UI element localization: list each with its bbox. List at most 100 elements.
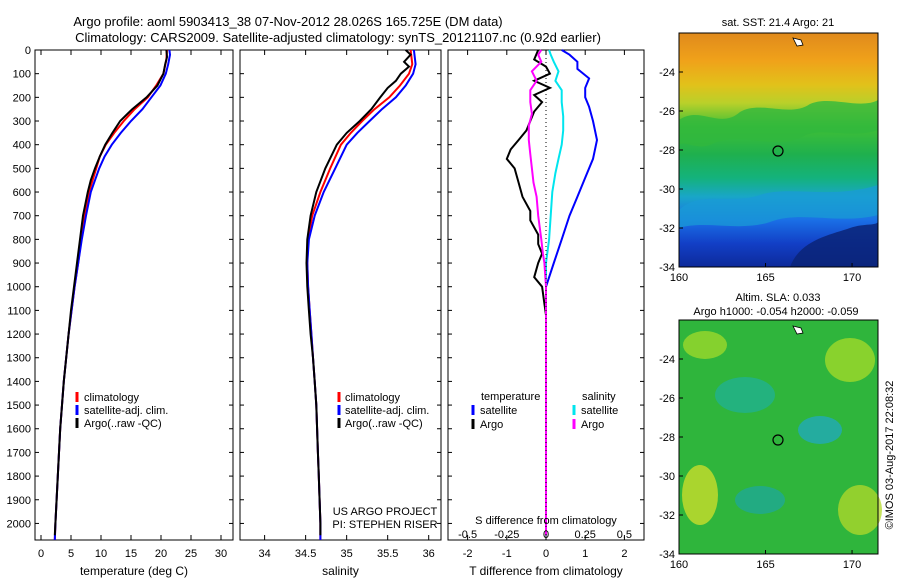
temperature-xtick-label: 0: [38, 548, 44, 560]
sst_map-xtick-label: 160: [670, 272, 688, 284]
salinity-series-0-line: [306, 49, 414, 540]
temperature-xtick-label: 5: [68, 548, 74, 560]
sla_map-ytick-label: -24: [659, 354, 675, 366]
temperature-ytick-label: 1700: [7, 447, 31, 459]
temperature-ytick-label: 800: [13, 234, 31, 246]
temperature-ytick-label: 100: [13, 69, 31, 81]
difference-legend-salinity-title: salinity: [582, 391, 616, 403]
temperature-axes-frame: [34, 49, 234, 541]
sst-map-title: sat. SST: 21.4 Argo: 21: [722, 17, 835, 29]
difference-legend-label: satellite: [480, 405, 517, 417]
difference-series-0-line: [545, 49, 599, 536]
pi-label: PI: STEPHEN RISER: [332, 519, 437, 531]
salinity-xlabel: salinity: [322, 564, 359, 578]
temperature-ytick-label: 1600: [7, 424, 31, 436]
difference-legend-label: Argo: [581, 419, 604, 431]
sst_map-ytick-label: -32: [659, 223, 675, 235]
sst_map-ytick-label: -28: [659, 145, 675, 157]
title-line-2: Climatology: CARS2009. Satellite-adjuste…: [75, 30, 601, 45]
sla-map-subtitle: Argo h1000: -0.054 h2000: -0.059: [693, 306, 858, 318]
sst_map-ytick-label: -26: [659, 106, 675, 118]
sla_map-ytick-label: -30: [659, 471, 675, 483]
temperature-xlabel: temperature (deg C): [80, 564, 188, 578]
sst-map-blob-green: [679, 100, 878, 147]
salinity-legend-label: climatology: [345, 392, 401, 404]
temperature-ytick-label: 1200: [7, 329, 31, 341]
difference-profile-panel: -2 -1 0 1 2 T difference from climatology S di…: [447, 49, 645, 578]
sla-map-blob-3: [715, 377, 775, 413]
salinity-series-1-line: [306, 49, 417, 540]
difference-xtick-label: -1: [502, 548, 512, 560]
temperature-ytick-label: 1100: [7, 305, 31, 317]
temperature-legend-label: Argo(..raw -QC): [84, 418, 162, 430]
difference-s-axis-title: S difference from climatology: [475, 515, 617, 527]
temperature-ytick-label: 600: [13, 187, 31, 199]
difference-s-tick-label: -0.25: [494, 529, 519, 541]
sla_map-ytick-label: -26: [659, 393, 675, 405]
salinity-xtick-label: 36: [423, 548, 435, 560]
temperature-ytick-label: 400: [13, 140, 31, 152]
temperature-ytick-label: 500: [13, 163, 31, 175]
difference-s-tick-label: -0.5: [458, 529, 477, 541]
credit-text: ©IMOS 03-Aug-2017 22:08:32: [884, 381, 896, 530]
sst_map-xtick-label: 170: [843, 272, 861, 284]
temperature-legend-label: satellite-adj. clim.: [84, 405, 168, 417]
temperature-series-2-line: [53, 49, 169, 536]
temperature-legend-label: climatology: [84, 392, 140, 404]
temperature-ytick-label: 900: [13, 258, 31, 270]
difference-series-2-line: [545, 49, 565, 536]
temperature-ytick-label: 1000: [7, 282, 31, 294]
sst-map-panel: 160 165 170 -24 -26 -28 -30 -32 -34: [659, 32, 879, 284]
difference-legend-temperature-title: temperature: [481, 391, 540, 403]
sla-map-blob-4: [798, 416, 842, 444]
temperature-ytick-label: 1500: [7, 400, 31, 412]
sst-map-argo-marker: [772, 145, 784, 157]
temperature-ytick-label: 200: [13, 92, 31, 104]
temperature-series-0-line: [53, 49, 168, 541]
sla_map-ytick-label: -34: [659, 549, 675, 561]
salinity-xtick-label: 34.5: [295, 548, 316, 560]
sla-map-panel: 160 165 170 -24 -26 -28 -30 -32 -34: [659, 319, 882, 571]
sla_map-xtick-label: 170: [843, 559, 861, 571]
salinity-legend-label: Argo(..raw -QC): [345, 418, 423, 430]
salinity-legend-label: satellite-adj. clim.: [345, 405, 429, 417]
sla_map-ytick-label: -32: [659, 510, 675, 522]
sla-map-title: Altim. SLA: 0.033: [736, 292, 821, 304]
sst-map-blob-navy: [790, 222, 878, 267]
difference-s-tick-label: 0: [543, 529, 549, 541]
temperature-ytick-label: 1900: [7, 495, 31, 507]
project-label: US ARGO PROJECT: [333, 506, 438, 518]
temperature-ytick-label: 700: [13, 211, 31, 223]
temperature-ytick-label: 300: [13, 116, 31, 128]
difference-xlabel: T difference from climatology: [469, 564, 623, 578]
salinity-xtick-label: 35.5: [377, 548, 398, 560]
sst-map-blob-cyan: [679, 185, 878, 228]
temperature-xtick-label: 20: [155, 548, 167, 560]
sla_map-ytick-label: -28: [659, 432, 675, 444]
difference-legend-label: satellite: [581, 405, 618, 417]
difference-xtick-label: 1: [582, 548, 588, 560]
temperature-ytick-label: 2000: [7, 518, 31, 530]
salinity-profile-panel: 34 34.5 35 35.5 36 salinity climatologysatelli…: [239, 49, 442, 578]
salinity-xtick-label: 34: [258, 548, 270, 560]
sst_map-ytick-label: -30: [659, 184, 675, 196]
sla-map-island: [792, 325, 804, 335]
temperature-xtick-label: 25: [185, 548, 197, 560]
temperature-ytick-label: 1300: [7, 353, 31, 365]
temperature-profile-panel: 0 5 10 15 20 25 300100200300400500600700800900…: [7, 45, 234, 578]
temperature-xtick-label: 30: [215, 548, 227, 560]
temperature-xtick-label: 15: [125, 548, 137, 560]
sla-map-blob-7: [735, 486, 785, 514]
sst_map-xtick-label: 165: [756, 272, 774, 284]
sst_map-ytick-label: -34: [659, 262, 675, 274]
sla-map-argo-marker: [772, 434, 784, 446]
sst-map-field: [679, 33, 878, 267]
difference-xtick-label: 2: [621, 548, 627, 560]
temperature-xtick-label: 10: [95, 548, 107, 560]
difference-s-tick-label: 0.25: [574, 529, 595, 541]
salinity-xtick-label: 35: [341, 548, 353, 560]
difference-series-3-line: [527, 49, 547, 536]
sla_map-xtick-label: 160: [670, 559, 688, 571]
sst_map-ytick-label: -24: [659, 67, 675, 79]
